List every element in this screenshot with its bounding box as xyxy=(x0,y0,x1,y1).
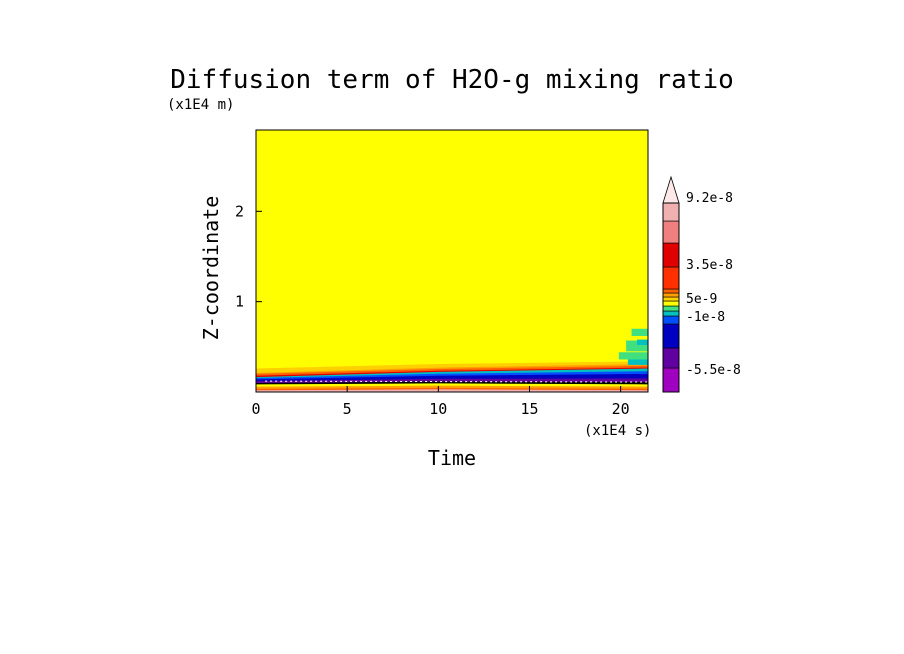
colorbar-label: 9.2e-8 xyxy=(686,191,733,206)
contour-patch xyxy=(631,328,648,336)
x-axis-label: Time xyxy=(428,446,476,470)
colorbar-label: 5e-9 xyxy=(686,292,717,307)
colorbar-segment xyxy=(662,242,680,268)
y-axis-ticks: 12 xyxy=(235,202,262,311)
x-tick-label: 10 xyxy=(429,400,447,418)
contour-patch xyxy=(637,339,648,346)
colorbar-segment xyxy=(662,288,680,294)
contour-bands xyxy=(256,361,649,392)
plot-area xyxy=(255,129,649,393)
y-tick-label: 1 xyxy=(235,293,244,311)
x-unit-label: (x1E4 s) xyxy=(584,423,651,439)
colorbar-segment xyxy=(662,367,680,393)
colorbar-segment xyxy=(662,220,680,244)
x-tick-label: 20 xyxy=(612,400,630,418)
colorbar xyxy=(662,175,680,393)
x-tick-label: 5 xyxy=(343,400,352,418)
y-axis-label: Z-coordinate xyxy=(199,196,223,341)
colorbar-extend-arrow xyxy=(662,175,680,204)
y-tick-label: 2 xyxy=(235,202,244,220)
chart-title: Diffusion term of H2O-g mixing ratio xyxy=(170,65,734,95)
colorbar-segment xyxy=(662,315,680,325)
colorbar-label: -5.5e-8 xyxy=(686,363,741,378)
colorbar-labels: -5.5e-8 -1e-8 5e-9 3.5e-8 9.2e-8 xyxy=(686,191,741,378)
colorbar-segment xyxy=(662,292,680,298)
colorbar-segment xyxy=(662,300,680,307)
colorbar-label: 3.5e-8 xyxy=(686,258,733,273)
x-tick-label: 15 xyxy=(520,400,538,418)
x-tick-label: 0 xyxy=(251,400,260,418)
plot-frame xyxy=(255,129,649,393)
colorbar-segment xyxy=(662,266,680,290)
y-unit-label: (x1E4 m) xyxy=(167,97,234,113)
colorbar-segment xyxy=(662,202,680,222)
contour-band xyxy=(256,389,648,392)
field-background xyxy=(256,130,648,392)
colorbar-segment xyxy=(662,323,680,349)
colorbar-segment xyxy=(662,296,680,302)
contour-patches xyxy=(618,328,648,365)
x-axis-ticks: 0 5 10 15 20 xyxy=(251,386,630,418)
colorbar-segment xyxy=(662,305,680,312)
contour-patch xyxy=(627,359,648,365)
contour-line xyxy=(265,380,649,383)
colorbar-segment xyxy=(662,310,680,317)
colorbar-frame xyxy=(662,202,680,393)
contour-patch xyxy=(626,340,648,352)
colorbar-segment xyxy=(662,347,680,369)
contour-patch xyxy=(618,352,648,360)
colorbar-label: -1e-8 xyxy=(686,310,725,325)
